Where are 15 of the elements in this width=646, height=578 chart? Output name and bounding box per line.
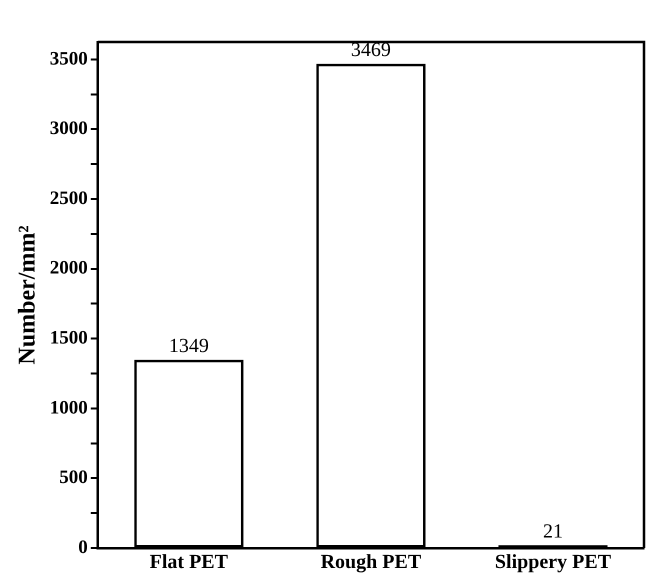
- x-tick-label: Slippery PET: [494, 551, 612, 574]
- y-tick-label: 500: [59, 467, 88, 488]
- y-axis-title: Number/mm²: [14, 225, 41, 365]
- y-tick-label: 2000: [50, 258, 88, 279]
- y-tick-label: 2500: [50, 188, 88, 209]
- y-tick-label: 1000: [50, 397, 88, 418]
- y-tick-label: 3000: [50, 118, 88, 140]
- data-label: 3469: [350, 39, 391, 62]
- x-tick-label: Rough PET: [320, 551, 422, 574]
- y-tick-label: 3500: [50, 48, 88, 70]
- y-tick-label: 1500: [50, 328, 88, 349]
- data-label: 1349: [168, 334, 209, 357]
- x-tick-label: Flat PET: [150, 551, 229, 574]
- data-label: 21: [542, 520, 563, 542]
- y-tick-label: 0: [78, 536, 88, 558]
